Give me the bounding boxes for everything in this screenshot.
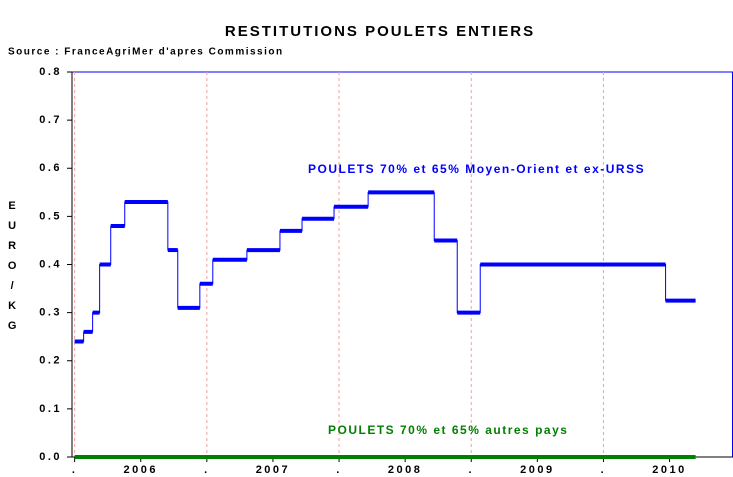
x-tick-label: 2008 [388, 464, 422, 476]
y-tick-label: 0.2 [39, 355, 62, 367]
x-tick-label: 2009 [520, 464, 554, 476]
x-tick-label: . [468, 464, 474, 476]
x-tick-label: 2007 [256, 464, 290, 476]
chart-subtitle: Source : FranceAgriMer d'apres Commissio… [8, 47, 284, 58]
series-label: POULETS 70% et 65% autres pays [328, 423, 568, 437]
x-tick-label: . [204, 464, 210, 476]
x-tick-label: 2006 [124, 464, 158, 476]
y-tick-label: 0.4 [39, 258, 62, 270]
y-tick-label: 0.7 [39, 114, 62, 126]
y-tick-label: 0.0 [39, 451, 62, 463]
y-tick-label: 0.1 [39, 403, 62, 415]
x-tick-label: 2010 [652, 464, 686, 476]
series-line [74, 191, 696, 342]
y-tick-label: 0.6 [39, 162, 62, 174]
chart-title: RESTITUTIONS POULETS ENTIERS [225, 23, 535, 40]
x-tick-label: . [336, 464, 342, 476]
y-axis-label: EURO/KG [6, 200, 18, 340]
series-label: POULETS 70% et 65% Moyen-Orient et ex-UR… [308, 162, 645, 176]
y-tick-label: 0.5 [39, 210, 62, 222]
x-tick-label: . [72, 464, 78, 476]
y-tick-label: 0.8 [39, 66, 62, 78]
y-tick-label: 0.3 [39, 307, 62, 319]
x-tick-label: . [601, 464, 607, 476]
